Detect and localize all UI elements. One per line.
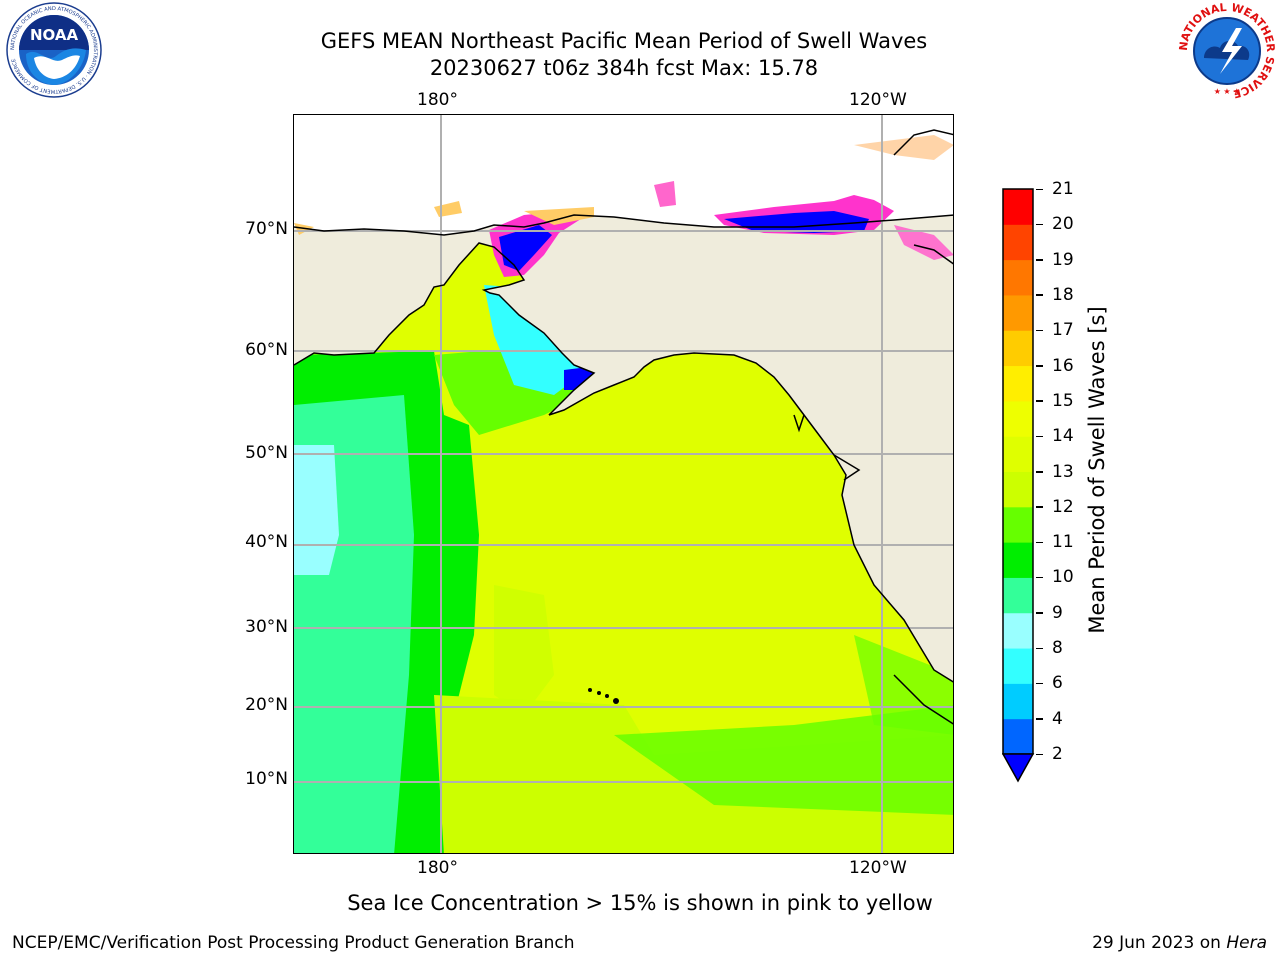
colorbar-segment bbox=[1003, 683, 1033, 720]
noaa-logo: NOAA NATIONAL OCEANIC AND ATMOSPHERIC AD… bbox=[6, 2, 102, 98]
colorbar-segment bbox=[1003, 542, 1033, 578]
footer-right: 29 Jun 2023 on Hera bbox=[1092, 933, 1267, 953]
nws-stars: ★ ★ ★ bbox=[1214, 87, 1241, 96]
colorbar-tick-label: 2 bbox=[1052, 744, 1063, 764]
colorbar-tick-mark bbox=[1036, 471, 1043, 473]
colorbar-tick-label: 9 bbox=[1052, 602, 1063, 623]
colorbar-tick-mark bbox=[1036, 259, 1043, 261]
colorbar-svg bbox=[1001, 188, 1035, 783]
colorbar-segment bbox=[1003, 612, 1033, 649]
footer-date: 29 Jun 2023 on bbox=[1092, 933, 1221, 953]
colorbar-tick-mark bbox=[1036, 400, 1043, 402]
colorbar bbox=[1001, 188, 1036, 788]
colorbar-tick-label: 17 bbox=[1052, 320, 1074, 341]
lat-label-30n: 30°N bbox=[245, 617, 288, 637]
bering-low-period bbox=[484, 285, 594, 395]
colorbar-tick-mark bbox=[1036, 188, 1043, 190]
colorbar-tick-mark bbox=[1036, 223, 1043, 226]
colorbar-segment bbox=[1003, 189, 1033, 225]
colorbar-tick-label: 12 bbox=[1052, 496, 1074, 517]
colorbar-tick-label: 10 bbox=[1052, 567, 1074, 588]
colorbar-tick-mark bbox=[1036, 718, 1043, 720]
colorbar-tick-mark bbox=[1036, 506, 1043, 508]
colorbar-segment bbox=[1003, 400, 1033, 437]
colorbar-segment bbox=[1003, 294, 1033, 331]
colorbar-tick-label: 15 bbox=[1052, 390, 1074, 411]
chart-subtitle: 20230627 t06z 384h fcst Max: 15.78 bbox=[429, 56, 819, 80]
colorbar-tick-mark bbox=[1036, 576, 1043, 579]
colorbar-tick-mark bbox=[1036, 541, 1043, 544]
colorbar-tick-mark bbox=[1036, 365, 1043, 367]
colorbar-under-triangle bbox=[1001, 753, 1035, 783]
colorbar-tick-label: 18 bbox=[1052, 284, 1074, 305]
colorbar-tick-mark bbox=[1036, 435, 1043, 438]
colorbar-tick-label: 13 bbox=[1052, 461, 1074, 482]
lon-label-bottom-180: 180° bbox=[417, 858, 458, 878]
sea-ice-note: Sea Ice Concentration > 15% is shown in … bbox=[347, 891, 933, 915]
colorbar-tick-label: 20 bbox=[1052, 214, 1074, 235]
lon-label-top-180: 180° bbox=[417, 90, 458, 110]
lat-label-40n: 40°N bbox=[245, 532, 288, 552]
noaa-logo-text: NOAA bbox=[30, 26, 79, 44]
colorbar-tick-mark bbox=[1036, 682, 1043, 685]
colorbar-tick-label: 4 bbox=[1052, 708, 1063, 729]
colorbar-tick-label: 14 bbox=[1052, 426, 1074, 447]
graticule bbox=[294, 115, 953, 853]
colorbar-segment bbox=[1003, 259, 1033, 296]
colorbar-segment bbox=[1003, 718, 1033, 755]
colorbar-tick-mark bbox=[1036, 753, 1043, 755]
map-panel bbox=[293, 114, 954, 854]
lon-label-top-120w: 120°W bbox=[849, 90, 907, 110]
colorbar-segment bbox=[1003, 506, 1033, 543]
colorbar-segment bbox=[1003, 648, 1033, 684]
colorbar-tick-label: 21 bbox=[1052, 179, 1074, 199]
colorbar-tick-label: 6 bbox=[1052, 673, 1063, 694]
lat-label-70n: 70°N bbox=[245, 219, 288, 239]
chart-title: GEFS MEAN Northeast Pacific Mean Period … bbox=[320, 29, 928, 53]
coastlines bbox=[294, 129, 953, 725]
colorbar-segment bbox=[1003, 471, 1033, 508]
colorbar-tick-label: 8 bbox=[1052, 638, 1063, 659]
colorbar-tick-label: 16 bbox=[1052, 355, 1074, 376]
colorbar-tick-label: 19 bbox=[1052, 249, 1074, 270]
lon-label-bottom-120w: 120°W bbox=[849, 858, 907, 878]
swell-band-9s bbox=[294, 445, 339, 575]
footer-machine: Hera bbox=[1226, 933, 1267, 953]
colorbar-segment bbox=[1003, 224, 1033, 261]
colorbar-tick-mark bbox=[1036, 329, 1043, 332]
colorbar-tick-mark bbox=[1036, 294, 1043, 296]
lat-label-50n: 50°N bbox=[245, 443, 288, 463]
map-svg bbox=[294, 115, 953, 853]
colorbar-segment bbox=[1003, 577, 1033, 614]
colorbar-tick-mark bbox=[1036, 612, 1043, 614]
colorbar-segment bbox=[1003, 436, 1033, 472]
lat-label-60n: 60°N bbox=[245, 340, 288, 360]
colorbar-ticks: 2 4 6 8 9 10 11 12 13 14 15 16 17 18 19 20 21 bbox=[1036, 179, 1076, 764]
colorbar-tick-mark bbox=[1036, 647, 1043, 650]
lat-label-10n: 10°N bbox=[245, 769, 288, 789]
nws-logo: NATIONAL WEATHER SERVICE ★ ★ ★ bbox=[1177, 1, 1277, 101]
land-mass bbox=[294, 115, 953, 682]
colorbar-segment bbox=[1003, 365, 1033, 402]
colorbar-segment bbox=[1003, 330, 1033, 367]
hawaii-islands bbox=[588, 688, 619, 704]
colorbar-tick-label: 11 bbox=[1052, 532, 1074, 553]
footer-left: NCEP/EMC/Verification Post Processing Pr… bbox=[12, 933, 575, 953]
lat-label-20n: 20°N bbox=[245, 695, 288, 715]
colorbar-label: Mean Period of Swell Waves [s] bbox=[1085, 306, 1109, 634]
